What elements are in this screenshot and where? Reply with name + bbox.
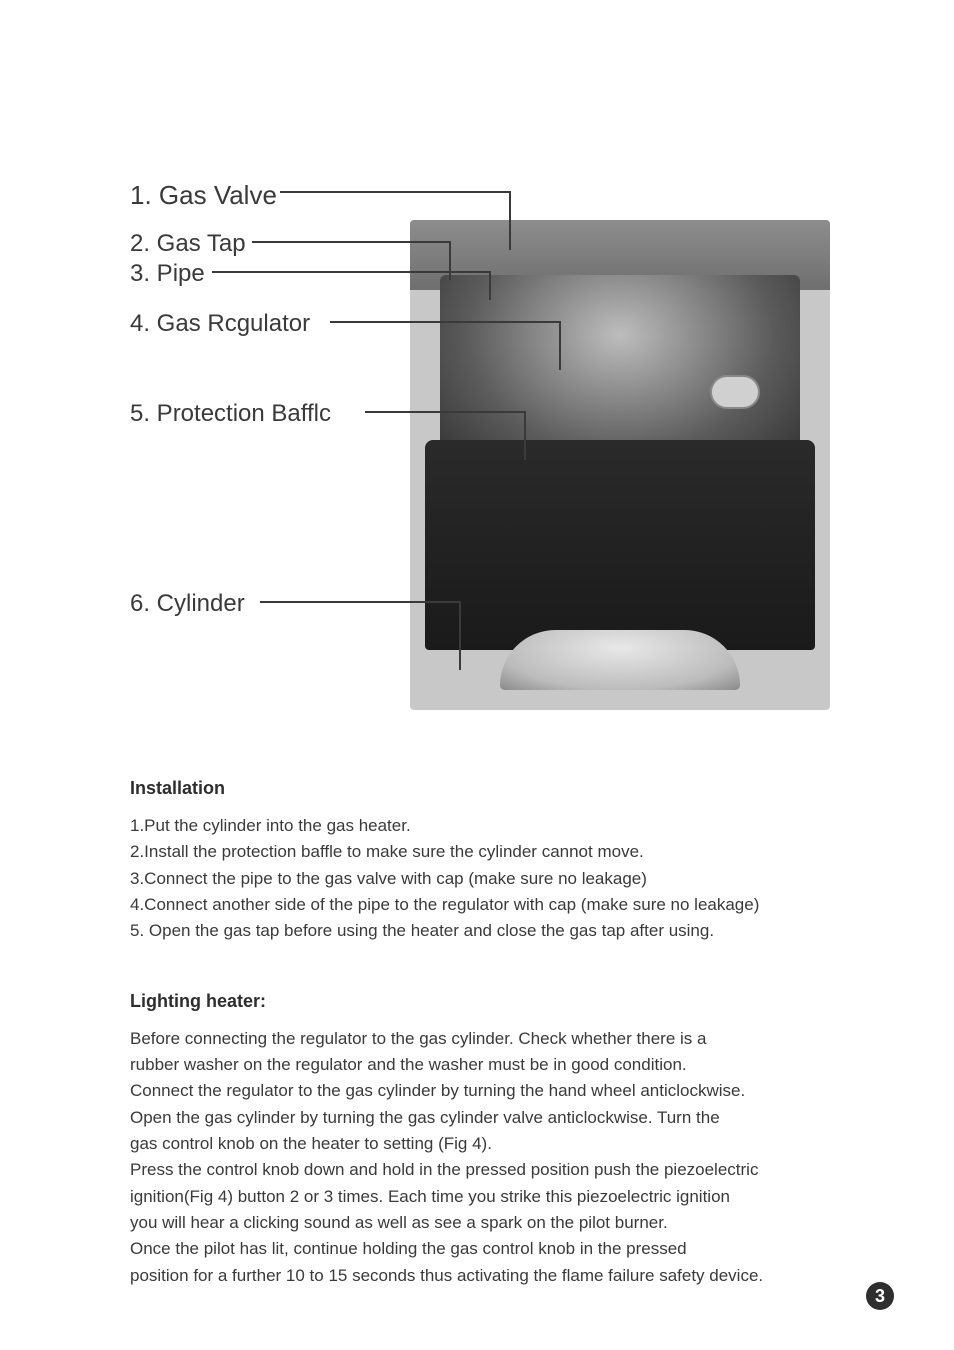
installation-steps: 1.Put the cylinder into the gas heater.2… — [130, 813, 824, 945]
diagram-label: 3. Pipe — [130, 260, 205, 288]
lighting-line: ignition(Fig 4) button 2 or 3 times. Eac… — [130, 1184, 824, 1210]
lighting-line: Open the gas cylinder by turning the gas… — [130, 1105, 824, 1131]
diagram-label: 4. Gas Rcgulator — [130, 310, 310, 338]
regulator-knob — [710, 375, 760, 409]
lighting-title: Lighting heater: — [130, 991, 824, 1012]
installation-step: 4.Connect another side of the pipe to th… — [130, 892, 824, 918]
lighting-line: rubber washer on the regulator and the w… — [130, 1052, 824, 1078]
lighting-paragraph: Before connecting the regulator to the g… — [130, 1026, 824, 1289]
installation-step: 1.Put the cylinder into the gas heater. — [130, 813, 824, 839]
lighting-line: you will hear a clicking sound as well a… — [130, 1210, 824, 1236]
installation-step: 2.Install the protection baffle to make … — [130, 839, 824, 865]
installation-step: 5. Open the gas tap before using the hea… — [130, 918, 824, 944]
manual-page: 1. Gas Valve 2. Gas Tap3. Pipe 4. Gas Rcgu… — [0, 0, 954, 1350]
lighting-line: position for a further 10 to 15 seconds … — [130, 1263, 824, 1289]
diagram-label: 2. Gas Tap — [130, 230, 246, 258]
diagram-label: 5. Protection Bafflc — [130, 400, 331, 428]
heater-image — [410, 220, 830, 710]
lighting-line: Connect the regulator to the gas cylinde… — [130, 1078, 824, 1104]
installation-title: Installation — [130, 778, 824, 799]
gas-cylinder — [500, 630, 740, 690]
heater-body — [425, 440, 815, 650]
lighting-line: Once the pilot has lit, continue holding… — [130, 1236, 824, 1262]
page-number-badge: 3 — [866, 1282, 894, 1310]
diagram-label: 1. Gas Valve — [130, 180, 277, 211]
lighting-line: gas control knob on the heater to settin… — [130, 1131, 824, 1157]
lighting-line: Press the control knob down and hold in … — [130, 1157, 824, 1183]
installation-step: 3.Connect the pipe to the gas valve with… — [130, 866, 824, 892]
diagram-label: 6. Cylinder — [130, 590, 245, 618]
parts-diagram: 1. Gas Valve 2. Gas Tap3. Pipe 4. Gas Rcgu… — [130, 170, 830, 730]
lighting-line: Before connecting the regulator to the g… — [130, 1026, 824, 1052]
